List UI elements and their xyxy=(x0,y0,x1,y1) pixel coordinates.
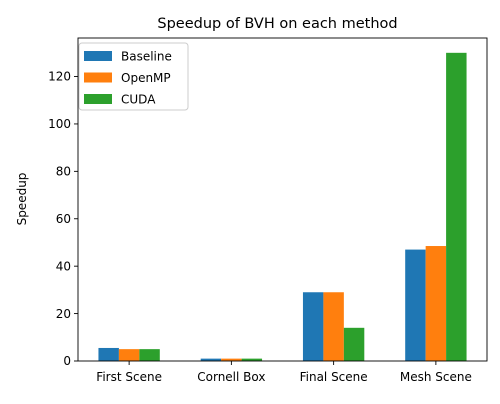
legend-swatch-baseline xyxy=(84,51,112,61)
bar-cuda-2 xyxy=(343,327,365,361)
y-tick-label: 20 xyxy=(56,307,71,321)
bar-cuda-1 xyxy=(241,358,263,361)
plot-area: 0 20 40 60 80 100 120 First Scene Cornell Box Fin… xyxy=(48,37,488,384)
x-tick-label: Final Scene xyxy=(300,370,368,384)
y-tick-label: 100 xyxy=(48,117,71,131)
chart-title: Speedup of BVH on each method xyxy=(157,16,397,32)
plot-frame xyxy=(77,37,488,362)
bar-openmp-3 xyxy=(425,246,447,361)
x-tick-label: First Scene xyxy=(96,370,162,384)
bar-openmp-1 xyxy=(221,358,242,361)
bar-baseline-2 xyxy=(302,292,324,361)
legend-swatch-cuda xyxy=(84,94,112,104)
y-tick-label: 40 xyxy=(56,259,71,273)
legend-swatch-openmp xyxy=(84,72,112,83)
x-tick-label: Mesh Scene xyxy=(400,370,472,384)
y-tick-label: 60 xyxy=(56,212,71,226)
y-axis-label: Speedup xyxy=(15,173,29,226)
bar-baseline-1 xyxy=(200,358,222,361)
bar-openmp-0 xyxy=(118,349,140,361)
bar-cuda-0 xyxy=(139,349,160,361)
bar-openmp-2 xyxy=(323,292,344,361)
y-tick-label: 0 xyxy=(63,354,71,368)
bar-cuda-3 xyxy=(446,52,467,361)
bar-baseline-0 xyxy=(98,347,119,361)
legend-label-cuda: CUDA xyxy=(121,93,156,107)
legend-label-openmp: OpenMP xyxy=(121,71,171,85)
legend-label-baseline: Baseline xyxy=(121,50,172,64)
y-tick-label: 120 xyxy=(48,70,71,84)
bar-baseline-3 xyxy=(405,249,426,361)
x-tick-label: Cornell Box xyxy=(197,370,265,384)
y-tick-label: 80 xyxy=(56,165,71,179)
